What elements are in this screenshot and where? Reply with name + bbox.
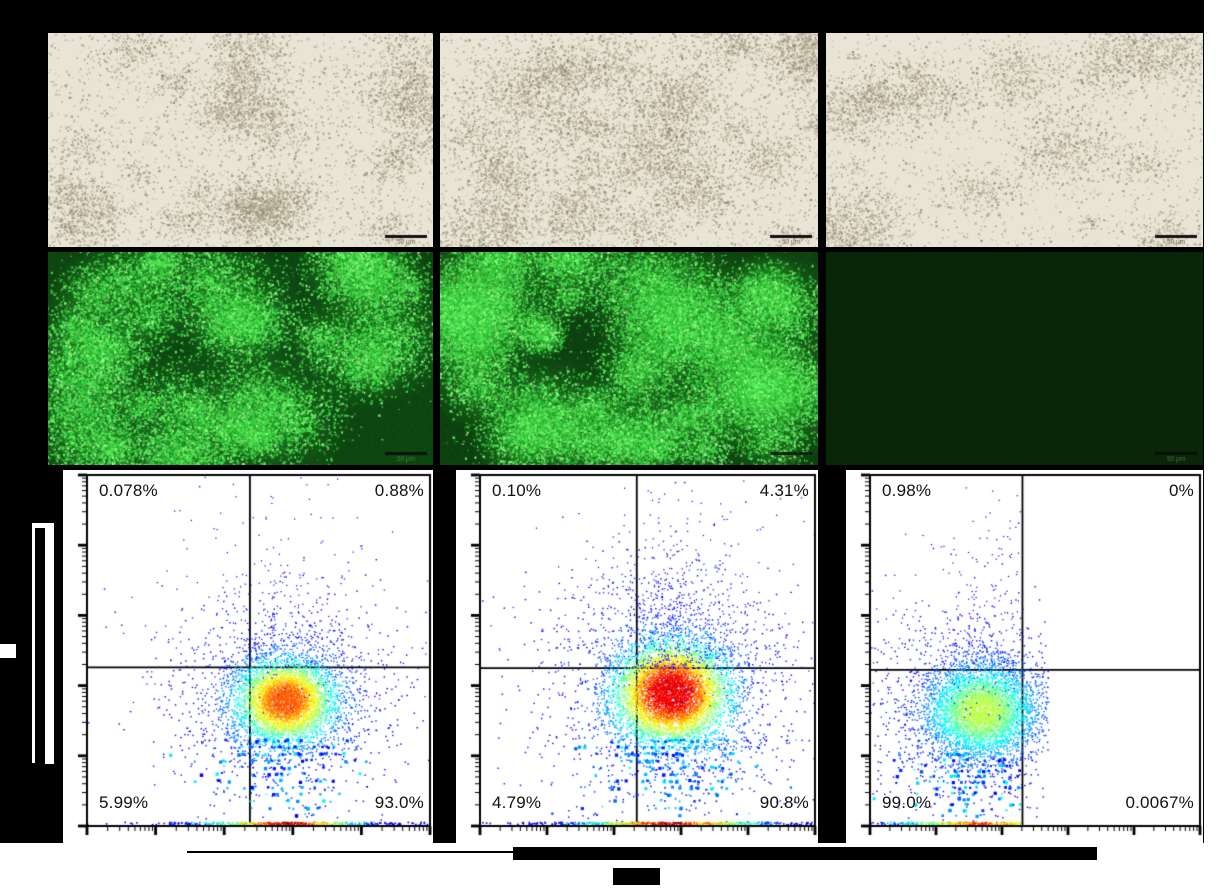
quadrant-percent-bottom-left: 4.79% — [492, 793, 542, 812]
flow-scatter-canvas-3 — [846, 470, 1203, 843]
redacted-y-axis-title-bar — [45, 523, 54, 764]
flow-scatter-canvas-1 — [63, 470, 433, 843]
flow-scatter-canvas-2 — [456, 470, 818, 843]
redacted-y-axis-tick-label — [0, 644, 16, 658]
brightfield-micrograph-3 — [826, 33, 1203, 247]
quadrant-percent-bottom-right: 0.0067% — [1125, 793, 1194, 812]
fluorescence-micrograph-3 — [826, 252, 1203, 465]
redacted-x-axis-title-bar — [513, 847, 1097, 860]
redacted-x-axis-underline — [187, 851, 513, 853]
brightfield-micrograph-1 — [48, 33, 433, 247]
quadrant-percent-bottom-left: 99.0% — [882, 793, 932, 812]
quadrant-percent-top-right: 4.31% — [759, 481, 809, 500]
fluorescence-micrograph-1 — [48, 252, 433, 465]
quadrant-percent-top-left: 0.98% — [882, 481, 932, 500]
flow-cytometry-plot-1: 0.078% 0.88% 5.99% 93.0% — [63, 470, 433, 843]
quadrant-percent-top-right: 0.88% — [374, 481, 424, 500]
quadrant-percent-top-right: 0% — [1169, 481, 1194, 500]
brightfield-micrograph-2 — [440, 33, 818, 247]
quadrant-percent-bottom-right: 93.0% — [374, 793, 424, 812]
redacted-y-axis-title-left-stroke — [32, 523, 35, 763]
flow-cytometry-plot-3: 0.98% 0% 99.0% 0.0067% — [846, 470, 1203, 843]
flow-cytometry-plot-2: 0.10% 4.31% 4.79% 90.8% — [456, 470, 818, 843]
redacted-y-axis-title-top-stroke — [32, 523, 54, 528]
quadrant-percent-bottom-right: 90.8% — [759, 793, 809, 812]
fluorescence-micrograph-2 — [440, 252, 818, 465]
quadrant-percent-top-left: 0.10% — [492, 481, 542, 500]
quadrant-percent-bottom-left: 5.99% — [99, 793, 149, 812]
redacted-figure-label — [613, 868, 660, 885]
quadrant-percent-top-left: 0.078% — [99, 481, 158, 500]
